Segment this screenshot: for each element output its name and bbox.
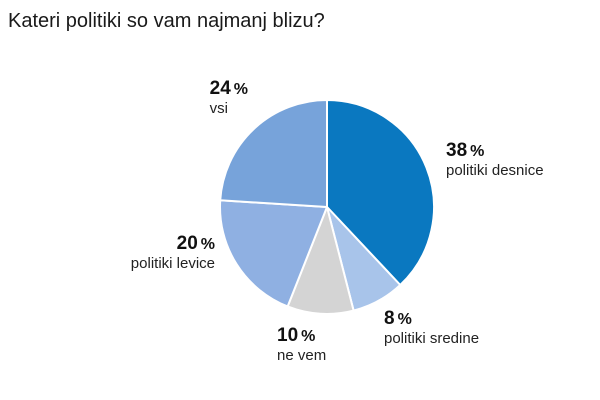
slice-value: 38% [446,140,485,161]
pie-slice-vsi [219,99,328,208]
slice-value: 8% [384,308,412,329]
slice-value: 24% [209,78,248,99]
slice-name: vsi [209,99,228,117]
pie-slice-politiki-desnice [326,99,435,286]
slice-label-levice: 20% politiki levice [131,233,215,272]
slice-name: politiki levice [130,254,215,272]
slice-value: 10% [277,325,316,346]
slice-value: 20% [176,233,215,254]
slice-label-desnice: 38% politiki desnice [446,140,544,179]
slice-label-sredine: 8% politiki sredine [384,308,479,347]
slice-label-ne-vem: 10% ne vem [277,325,326,364]
slice-name: politiki desnice [446,161,544,179]
slice-name: ne vem [277,346,327,364]
pie-slice-politiki-levice [219,199,328,308]
chart-title: Kateri politiki so vam najmanj blizu? [8,10,325,32]
pie-slices [219,99,435,315]
slice-label-vsi: 24% vsi [210,78,248,117]
slice-name: politiki sredine [384,329,480,347]
